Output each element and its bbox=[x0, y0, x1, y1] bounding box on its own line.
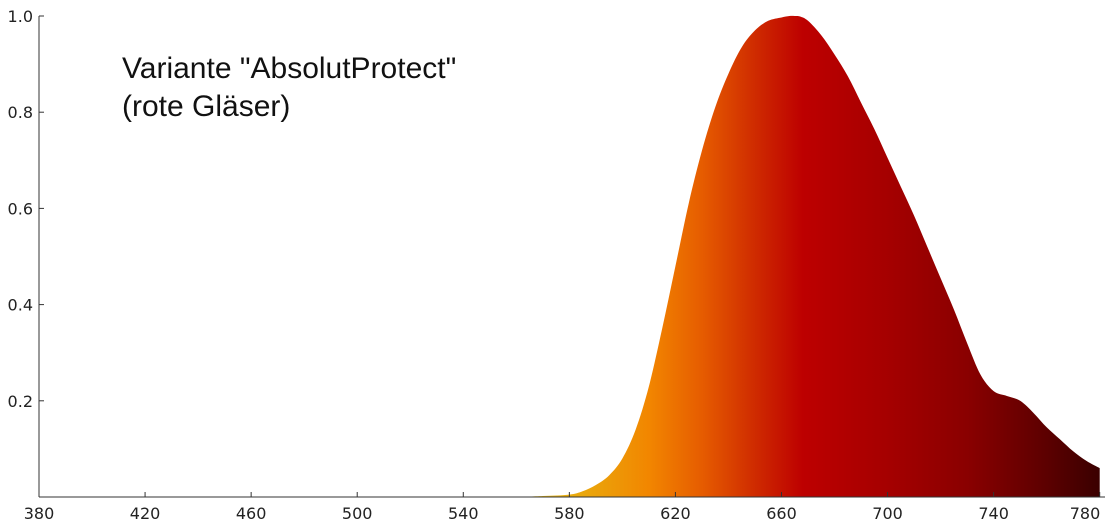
x-tick-label: 580 bbox=[554, 504, 585, 523]
x-tick-label: 740 bbox=[978, 504, 1009, 523]
spectrum-area bbox=[516, 15, 1100, 498]
x-tick-label: 700 bbox=[872, 504, 903, 523]
y-tick-label: 1.0 bbox=[8, 7, 33, 26]
annotation-line-1: Variante "AbsolutProtect" bbox=[122, 52, 456, 85]
x-tick-label: 460 bbox=[236, 504, 267, 523]
x-tick-label: 420 bbox=[130, 504, 161, 523]
y-ticks: 0.2 0.4 0.6 0.8 1.0 bbox=[8, 7, 44, 411]
chart-annotation: Variante "AbsolutProtect" (rote Gläser) bbox=[122, 52, 456, 123]
x-tick-label: 660 bbox=[766, 504, 797, 523]
x-tick-label: 780 bbox=[1070, 504, 1101, 523]
x-tick-label: 620 bbox=[660, 504, 691, 523]
y-tick-label: 0.2 bbox=[8, 392, 33, 411]
plot-area bbox=[516, 15, 1100, 498]
x-tick-label: 500 bbox=[342, 504, 373, 523]
x-ticks: 380 420 460 500 540 580 620 660 700 740 780 bbox=[24, 492, 1101, 523]
x-tick-label: 540 bbox=[448, 504, 479, 523]
x-tick-label: 380 bbox=[24, 504, 55, 523]
y-tick-label: 0.4 bbox=[8, 296, 33, 315]
y-tick-label: 0.8 bbox=[8, 103, 33, 122]
y-tick-label: 0.6 bbox=[8, 199, 33, 218]
annotation-line-2: (rote Gläser) bbox=[122, 90, 290, 123]
